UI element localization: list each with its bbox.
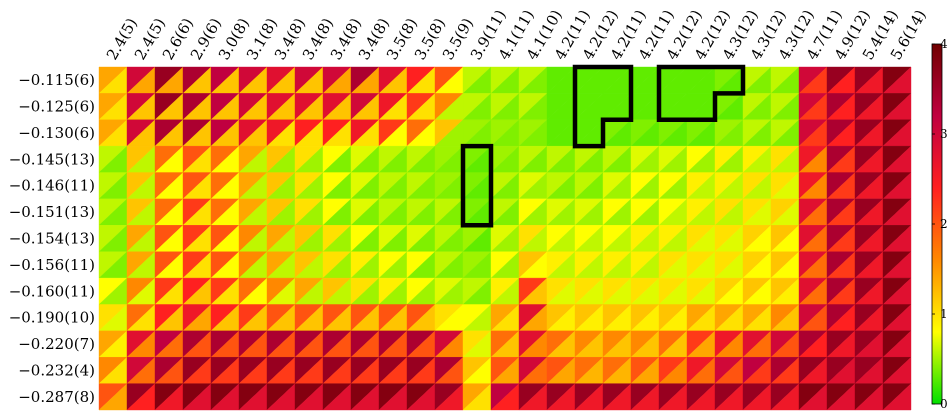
y-tick-label: −0.190(10) [9,309,95,327]
y-tick-label: −0.146(11) [9,177,95,195]
colorbar: 0 10 20 30 40 [931,37,948,411]
y-tick-label: −0.156(11) [9,256,95,274]
colorbar-tick-label: 20 [940,217,948,231]
highlight-box [656,64,746,123]
heatmap-cell-lower [882,383,912,411]
x-tick-labels: 2.4(5)2.4(5)2.6(6)2.9(6)3.0(8)3.1(8)3.4(… [103,7,930,63]
colorbar-tick-label: 40 [940,37,948,51]
highlighted-regions [460,64,746,228]
y-tick-label: −0.125(6) [18,98,95,116]
colorbar-tick-label: 0 [940,397,948,411]
y-tick-label: −0.287(8) [18,388,95,406]
y-tick-label: −0.220(7) [18,335,95,353]
highlight-box [572,64,634,149]
highlight-box [460,143,494,228]
y-tick-label: −0.154(13) [9,230,95,248]
y-tick-label: −0.151(13) [9,203,95,221]
colorbar-tick-label: 30 [940,127,948,141]
y-tick-label: −0.130(6) [18,124,95,142]
y-tick-labels: −0.115(6) −0.125(6) −0.130(6) −0.145(13) −0.… [9,71,95,406]
colorbar-tick-label: 10 [940,307,948,321]
colorbar-ticks: 0 10 20 30 40 [932,37,948,411]
y-tick-label: −0.160(11) [9,282,95,300]
y-tick-label: −0.145(13) [9,150,95,168]
y-tick-label: −0.232(4) [18,361,95,379]
heatmap-cells [98,66,912,411]
y-tick-label: −0.115(6) [18,71,95,89]
